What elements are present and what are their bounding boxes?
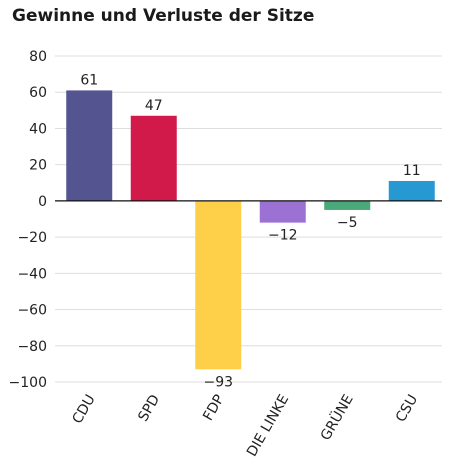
y-tick-label: −60 bbox=[17, 303, 47, 319]
x-tick-label: GRÜNE bbox=[316, 391, 357, 443]
data-label: 11 bbox=[403, 163, 421, 179]
chart-title: Gewinne und Verluste der Sitze bbox=[12, 6, 315, 26]
x-tick-label: DIE LINKE bbox=[244, 392, 292, 459]
data-label: 61 bbox=[80, 72, 98, 88]
y-tick-label: 0 bbox=[38, 194, 47, 210]
y-tick-label: 40 bbox=[29, 121, 47, 137]
data-label: −12 bbox=[268, 228, 298, 244]
data-label: −5 bbox=[337, 215, 358, 231]
bar-die-linke bbox=[259, 200, 306, 223]
x-tick-label: CDU bbox=[69, 392, 98, 427]
bar-grüne bbox=[324, 200, 371, 210]
bar-fdp bbox=[195, 200, 242, 370]
x-tick-label: SPD bbox=[135, 392, 163, 424]
y-tick-label: 60 bbox=[29, 85, 47, 101]
x-tick-label: FDP bbox=[200, 392, 227, 424]
x-tick-label: CSU bbox=[393, 392, 421, 425]
y-tick-label: −80 bbox=[17, 339, 47, 355]
y-tick-label: −40 bbox=[17, 266, 47, 282]
data-label: −93 bbox=[203, 374, 233, 390]
bar-csu bbox=[388, 180, 435, 201]
y-tick-label: 80 bbox=[29, 49, 47, 65]
y-tick-label: −20 bbox=[17, 230, 47, 246]
data-label: 47 bbox=[145, 98, 163, 114]
y-tick-label: 20 bbox=[29, 158, 47, 174]
bar-cdu bbox=[66, 90, 113, 201]
y-tick-label: −100 bbox=[9, 375, 47, 391]
bar-spd bbox=[130, 115, 177, 201]
